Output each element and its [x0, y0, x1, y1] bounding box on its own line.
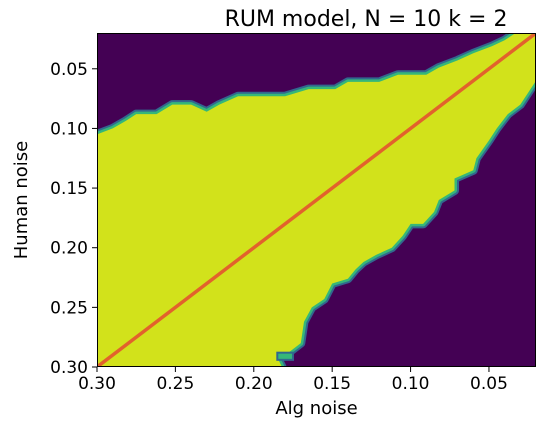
y-tick-label: 0.10: [50, 119, 88, 139]
y-axis: 0.05 0.10 0.15 0.20 0.25 0.30: [50, 60, 97, 378]
y-tick-label: 0.15: [50, 179, 88, 199]
x-tick-label: 0.20: [235, 374, 273, 394]
island-0: [276, 351, 294, 361]
plot-area: [97, 33, 536, 367]
y-tick-label: 0.20: [50, 239, 88, 259]
x-tick-label: 0.05: [470, 374, 508, 394]
y-tick-label: 0.25: [50, 298, 88, 318]
y-axis-label: Human noise: [11, 141, 32, 260]
islands: [276, 351, 294, 361]
y-tick-label: 0.30: [50, 358, 88, 378]
diagonal-line: [97, 33, 536, 367]
x-tick-label: 0.10: [392, 374, 430, 394]
x-axis-label: Alg noise: [275, 398, 357, 419]
x-axis: 0.30 0.25 0.20 0.15 0.10 0.05: [78, 367, 508, 394]
x-tick-label: 0.25: [156, 374, 194, 394]
chart-title: RUM model, N = 10 k = 2: [225, 7, 508, 32]
x-tick-label: 0.30: [78, 374, 116, 394]
y-tick-label: 0.05: [50, 60, 88, 80]
x-tick-label: 0.15: [313, 374, 351, 394]
